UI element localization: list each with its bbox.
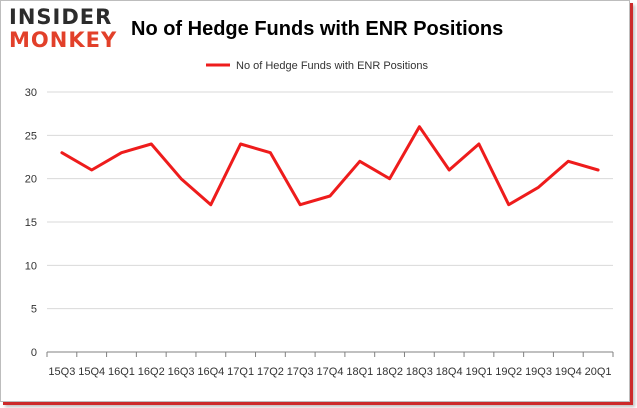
data-point [239,142,242,146]
data-point [150,142,153,146]
data-point [209,203,213,206]
y-tick-label: 15 [25,217,37,229]
line-chart: 0 5 10 15 20 25 30 15Q3 15Q4 16Q1 16Q2 16Q3 16Q4 17Q1… [25,60,614,378]
y-tick-label: 30 [25,87,37,99]
x-tick-label: 16Q3 [168,366,195,378]
x-tick-label: 19Q2 [495,366,522,378]
x-tick-label: 15Q3 [48,366,75,378]
x-tick-label: 20Q1 [585,366,612,378]
chart-title: No of Hedge Funds with ENR Positions [131,18,504,40]
y-tick-label: 10 [25,260,37,272]
x-tick-label: 15Q4 [78,366,105,378]
data-point [179,177,183,180]
data-point [596,168,600,172]
data-point [537,186,540,189]
data-point [299,203,302,206]
x-tick-label: 18Q1 [346,366,373,378]
data-point [358,160,361,163]
data-point [507,203,510,206]
x-tick-label: 17Q1 [227,366,254,378]
x-tick-label: 17Q3 [287,366,314,378]
x-tick-label: 18Q3 [406,366,433,378]
x-tick-label: 16Q4 [197,366,224,378]
x-tick-label: 17Q4 [317,366,344,378]
y-tick-label: 5 [31,304,37,316]
x-tick-label: 18Q4 [436,366,463,378]
data-point [60,151,64,154]
data-point [418,125,421,128]
data-point [120,151,123,154]
x-tick-label: 18Q2 [376,366,403,378]
x-tick-label: 19Q4 [555,366,582,378]
y-tick-label: 25 [25,130,37,142]
x-tick-label: 19Q1 [465,366,492,378]
data-point [269,151,272,154]
data-point [90,168,93,172]
logo-line-1: INSIDER [9,5,113,29]
y-tick-label: 20 [25,174,37,186]
x-tick-label: 17Q2 [257,366,284,378]
data-point [328,194,332,198]
data-point [477,142,481,146]
y-tick-label: 0 [31,347,37,359]
data-point [447,168,451,172]
x-tick-label: 16Q2 [138,366,165,378]
chart-frame: INSIDER MONKEY No of Hedge Funds with EN… [0,0,630,402]
insider-monkey-logo: INSIDER MONKEY [9,7,121,53]
legend-label: No of Hedge Funds with ENR Positions [236,60,428,72]
series-line [60,125,600,207]
x-tick-label: 16Q1 [108,366,135,378]
data-point [567,160,570,163]
data-point [388,177,391,180]
logo-line-2: MONKEY [9,28,118,52]
x-tick-label: 19Q3 [525,366,552,378]
